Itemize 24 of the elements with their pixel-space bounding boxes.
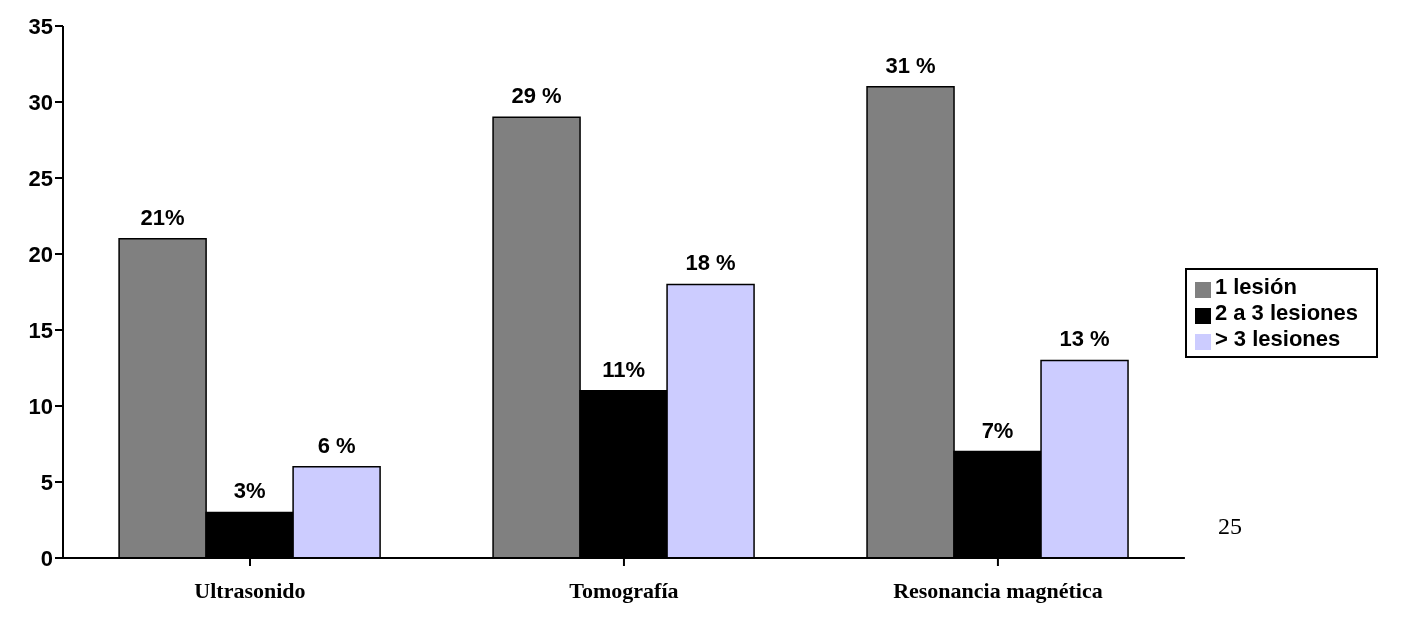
x-tick-label: Tomografía: [569, 577, 679, 603]
y-tick-label: 30: [28, 89, 53, 115]
data-label: 21%: [140, 204, 185, 230]
data-label: 6 %: [317, 432, 356, 458]
data-label: 18 %: [685, 250, 736, 276]
data-label: 29 %: [511, 83, 562, 109]
data-label: 7%: [981, 417, 1014, 443]
x-tick-label: Ultrasonido: [194, 577, 306, 603]
y-tick-label: 0: [40, 545, 53, 571]
text: 25: [1218, 513, 1242, 540]
legend-label: 2 a 3 lesiones: [1214, 300, 1358, 325]
legend-label: > 3 lesiones: [1214, 326, 1341, 351]
data-label: 13 %: [1059, 326, 1110, 352]
y-tick-label: 5: [40, 469, 53, 495]
data-label: 31 %: [885, 52, 936, 78]
legend-label: 1 lesión: [1214, 274, 1297, 299]
y-tick-label: 15: [28, 317, 53, 343]
data-label: 11%: [602, 356, 645, 382]
y-tick-label: 35: [28, 13, 53, 39]
y-tick-label: 20: [28, 241, 53, 267]
x-tick-label: Resonancia magnética: [893, 577, 1103, 603]
data-label: 3%: [233, 478, 266, 504]
y-tick-label: 25: [28, 165, 53, 191]
y-tick-label: 10: [28, 393, 53, 419]
